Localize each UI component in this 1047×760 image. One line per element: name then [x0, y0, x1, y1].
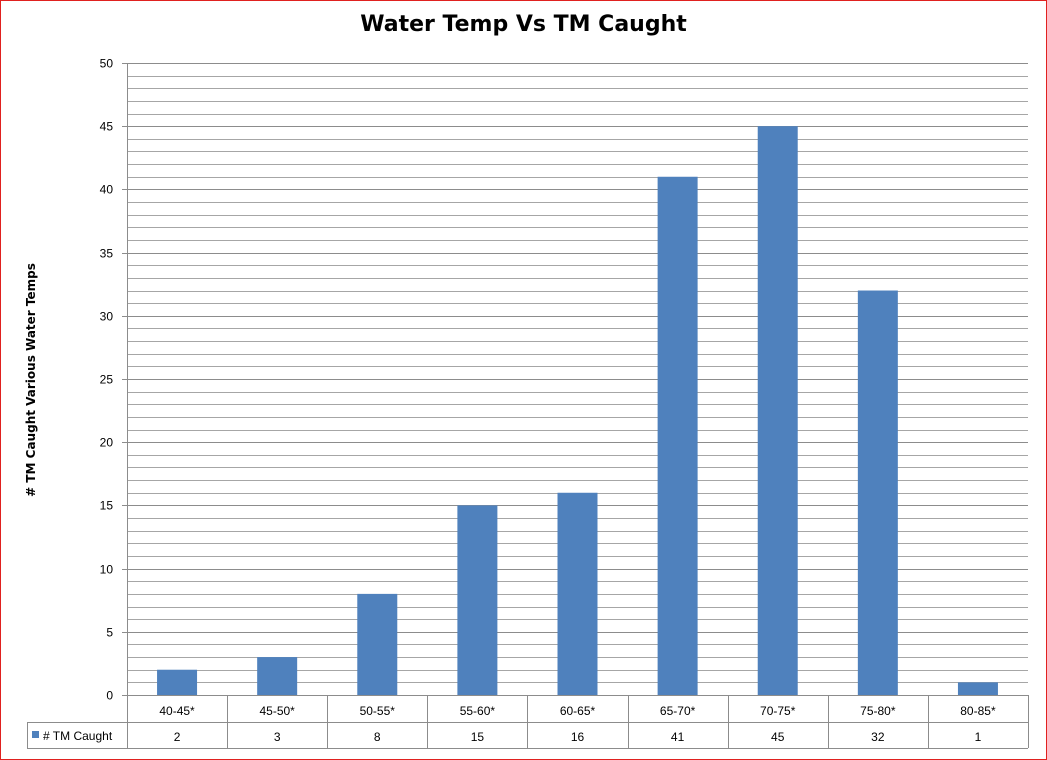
data-table-value: 16	[571, 730, 585, 744]
y-tick-label: 40	[100, 183, 114, 197]
bar	[157, 669, 198, 695]
y-tick-label: 35	[100, 247, 114, 261]
y-tick-label: 45	[100, 120, 114, 134]
bar	[957, 682, 998, 695]
legend-swatch	[32, 731, 39, 738]
y-tick-label: 30	[100, 310, 114, 324]
data-table-value: 32	[871, 730, 885, 744]
bar	[357, 593, 398, 695]
x-category-label: 60-65*	[560, 704, 596, 718]
bar	[657, 176, 698, 695]
y-tick-label: 10	[100, 563, 114, 577]
data-table-value: 45	[771, 730, 785, 744]
x-category-label: 40-45*	[159, 704, 195, 718]
data-table-value: 15	[471, 730, 485, 744]
data-table-value: 3	[274, 730, 281, 744]
x-category-label: 65-70*	[660, 704, 696, 718]
y-tick-label: 20	[100, 436, 114, 450]
x-category-label: 75-80*	[860, 704, 896, 718]
bar	[557, 492, 598, 695]
legend-series-name: # TM Caught	[43, 729, 113, 743]
data-table-value: 41	[671, 730, 685, 744]
x-category-label: 50-55*	[360, 704, 396, 718]
x-category-label: 55-60*	[460, 704, 496, 718]
y-tick-label: 25	[100, 373, 114, 387]
data-table-value: 1	[975, 730, 982, 744]
chart-title: Water Temp Vs TM Caught	[360, 12, 687, 37]
data-table-value: 2	[174, 730, 181, 744]
x-category-label: 70-75*	[760, 704, 796, 718]
bar	[257, 657, 298, 695]
y-tick-label: 0	[106, 689, 113, 703]
bar	[857, 290, 898, 695]
bar	[757, 126, 798, 695]
y-tick-label: 5	[106, 626, 113, 640]
y-tick-label: 15	[100, 499, 114, 513]
y-tick-label: 50	[100, 57, 114, 71]
data-table-value: 8	[374, 730, 381, 744]
x-category-label: 45-50*	[259, 704, 295, 718]
bar	[457, 505, 498, 695]
x-category-label: 80-85*	[960, 704, 996, 718]
